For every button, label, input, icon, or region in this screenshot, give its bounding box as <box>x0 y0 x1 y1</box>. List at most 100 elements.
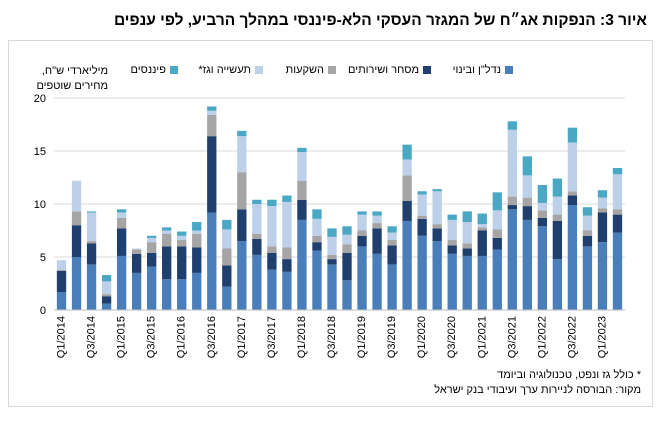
bar-segment <box>297 147 307 153</box>
bar-segment <box>101 294 112 297</box>
bar-segment <box>447 219 457 241</box>
bar-segment <box>162 279 172 310</box>
bar-segment <box>597 208 608 213</box>
bar-segment <box>537 226 548 310</box>
bar-segment <box>342 252 352 281</box>
bar-segment <box>387 226 397 233</box>
bar-segment <box>417 215 427 219</box>
bar-segment <box>327 236 337 255</box>
bar-segment <box>312 218 322 236</box>
bar-segment <box>327 259 337 265</box>
bar-segment <box>522 219 532 310</box>
x-tick-label: Q3/2016 <box>206 316 218 358</box>
bar-segment <box>116 255 127 310</box>
bar-segment <box>56 270 67 292</box>
bar-segment <box>537 210 548 218</box>
bar-segment <box>177 279 187 310</box>
bar-segment <box>402 159 412 176</box>
bar-segment <box>86 264 97 310</box>
y-axis-label: מיליארדי ש"ח, מחירים שוטפים <box>36 65 108 92</box>
bar-segment <box>252 254 262 310</box>
bar-segment <box>492 192 502 211</box>
bar-segment <box>357 235 367 247</box>
bar-segment <box>71 180 82 212</box>
bar-segment <box>372 223 382 229</box>
bar-segment <box>372 253 382 310</box>
bar-segment <box>552 259 563 310</box>
x-tick-label: Q1/2016 <box>176 316 188 358</box>
x-tick-label: Q3/2022 <box>566 316 578 358</box>
bar-segment <box>582 235 593 247</box>
bar-segment <box>507 129 517 197</box>
bar-segment <box>357 246 367 310</box>
bar-segment <box>267 246 277 253</box>
x-tick-label: Q1/2015 <box>116 316 128 358</box>
bar-segment <box>207 114 217 137</box>
bar-segment <box>192 247 202 273</box>
x-tick-label: Q3/2019 <box>386 316 398 358</box>
bar-segment <box>177 231 187 236</box>
bar-segment <box>267 206 277 247</box>
bar-segment <box>597 242 608 310</box>
bar-segment <box>507 196 517 206</box>
bar-segment <box>597 197 608 209</box>
x-tick-label: Q1/2014 <box>56 316 68 358</box>
legend-label: מסחר ושירותים <box>347 64 419 76</box>
bar-segment <box>582 246 593 310</box>
bar-segment <box>387 245 397 265</box>
bar-segment <box>567 205 578 310</box>
bar-segment <box>207 136 217 213</box>
bar-segment <box>207 110 217 115</box>
bar-segment <box>342 280 352 310</box>
bar-segment <box>492 249 502 310</box>
bar-segment <box>207 212 217 310</box>
bar-segment <box>402 144 412 160</box>
legend-swatch <box>505 66 513 74</box>
bar-segment <box>131 249 142 254</box>
bar-segment <box>477 227 487 231</box>
bar-segment <box>402 220 412 310</box>
bar-segment <box>297 152 307 181</box>
bar-segment <box>597 212 608 243</box>
bar-segment <box>417 218 427 236</box>
bar-segment <box>312 209 322 219</box>
bar-segment <box>282 247 292 260</box>
bar-segment <box>86 241 97 244</box>
bar-segment <box>222 265 232 287</box>
legend-label: נדל"ן ובינוי <box>452 64 501 76</box>
bar-segment <box>222 219 232 230</box>
legend: נדל"ן ובינוי מסחר ושירותים השקעות תעשייה… <box>118 64 513 78</box>
bar-segment <box>432 241 442 310</box>
bar-segment <box>162 227 172 231</box>
bar-segment <box>101 281 112 295</box>
bar-segment <box>612 209 623 215</box>
bar-segment <box>357 214 367 231</box>
bar-segment <box>252 199 262 204</box>
bar-segment <box>86 243 97 265</box>
bar-segment <box>162 233 172 247</box>
bar-segment <box>462 211 472 223</box>
bar-segment <box>552 196 563 215</box>
bar-segment <box>582 215 593 231</box>
bar-segment <box>417 235 427 310</box>
x-tick-label: Q1/2020 <box>416 316 428 358</box>
bar-segment <box>612 167 623 175</box>
bar-segment <box>507 121 517 130</box>
x-tick-label: Q1/2021 <box>476 316 488 358</box>
legend-swatch <box>423 66 431 74</box>
bar-segment <box>567 195 578 206</box>
bar-segment <box>537 184 548 203</box>
bar-segment <box>462 243 472 249</box>
x-tick-label: Q1/2023 <box>596 316 608 358</box>
bar-segment <box>552 220 563 260</box>
bar-segment <box>537 217 548 227</box>
bar-segment <box>162 230 172 234</box>
bar-segment <box>522 175 532 198</box>
bar-segment <box>116 228 127 256</box>
bar-segment <box>477 213 487 225</box>
bar-segment <box>462 248 472 256</box>
bar-segment <box>177 235 187 241</box>
bar-segment <box>342 234 352 245</box>
bar-segment <box>522 206 532 220</box>
bar-segment <box>522 197 532 207</box>
